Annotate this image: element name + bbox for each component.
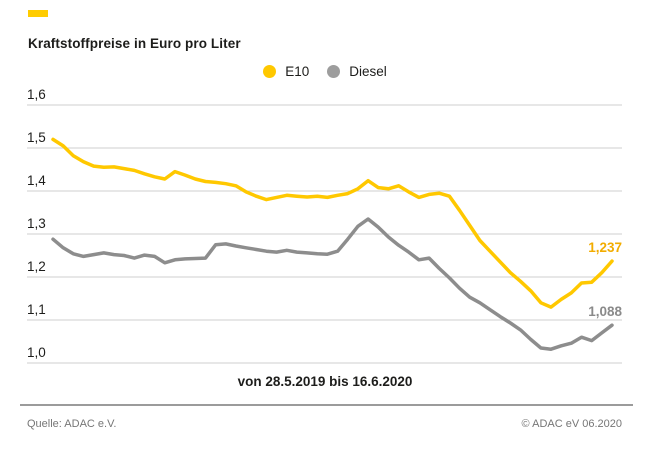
adac-brand-accent-bar — [28, 10, 48, 17]
diesel-color-dot-icon — [327, 65, 341, 78]
source-note: Quelle: ADAC e.V. — [27, 418, 117, 430]
y-tick-label: 1,4 — [27, 173, 46, 188]
end-value-label-diesel: 1,088 — [588, 304, 622, 319]
y-tick-label: 1,2 — [27, 259, 46, 274]
y-tick-label: 1,3 — [27, 216, 46, 231]
legend-item-diesel: Diesel — [327, 64, 387, 79]
series-line-e10 — [51, 137, 614, 309]
e10-color-dot-icon — [263, 65, 277, 78]
y-tick-label: 1,6 — [27, 87, 46, 102]
y-tick-label: 1,0 — [27, 345, 46, 360]
footer-divider — [20, 404, 633, 406]
y-tick-label: 1,1 — [27, 302, 46, 317]
legend-label-diesel: Diesel — [349, 64, 387, 79]
legend-label-e10: E10 — [285, 64, 310, 79]
end-value-label-e10: 1,237 — [588, 240, 622, 255]
copyright-note: © ADAC eV 06.2020 — [521, 418, 622, 430]
chart-title: Kraftstoffpreise in Euro pro Liter — [28, 36, 241, 51]
x-axis-range-label: von 28.5.2019 bis 16.6.2020 — [237, 374, 413, 389]
legend-item-e10: E10 — [263, 64, 309, 79]
series-line-diesel — [51, 217, 614, 351]
chart-legend: E10 Diesel — [0, 64, 650, 79]
y-tick-label: 1,5 — [27, 130, 46, 145]
